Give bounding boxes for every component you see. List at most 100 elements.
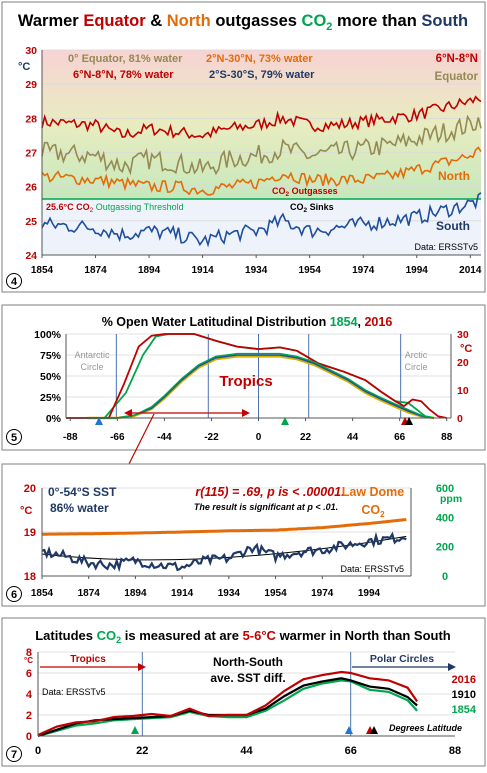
- panel-4-series: [41, 95, 482, 248]
- p7-y-tick-label: 4: [26, 689, 33, 701]
- p4-y-tick-label: 27: [25, 148, 37, 160]
- arctic-circle-label: Circle: [404, 362, 427, 372]
- sst-2016-line: [87, 352, 435, 419]
- panel-4-number: 4: [11, 276, 18, 288]
- p5-x-tick-label: 22: [300, 432, 312, 443]
- panel-5: % Open Water Latitudinal Distribution 18…: [1, 304, 486, 451]
- correlation-stat: r(115) = .69, p is < .00001.: [195, 485, 344, 499]
- panel-6-number: 6: [11, 589, 17, 601]
- end-label-band: 6°N-8°N: [436, 53, 478, 65]
- marker-north-14: [281, 417, 289, 425]
- p7-y-tick-label: 2: [26, 710, 32, 722]
- panel-5-badge: [6, 429, 22, 445]
- panel-7-series: [37, 670, 419, 738]
- tropics-arrow-7: [40, 663, 146, 671]
- marker-66n: [345, 726, 353, 734]
- p4-x-tick-label: 1994: [406, 265, 429, 276]
- sinks-label: CO2 Sinks: [290, 202, 334, 214]
- panel-7-y-unit: °C: [24, 656, 33, 665]
- p6-right-tick-label: 0: [442, 571, 448, 583]
- threshold-label: 25.6°C CO2 Outgassing Threshold: [46, 202, 184, 214]
- p5-right-tick-label: 10: [457, 385, 469, 397]
- p4-y-tick-label: 24: [25, 250, 37, 262]
- panel-6-right-unit: ppm: [440, 493, 462, 505]
- diff-line-2016: [37, 670, 419, 737]
- panel-6-source: Data: ERSSTv5: [340, 564, 404, 574]
- panel-7-title: Latitudes CO2 is measured at are 5-6°C w…: [35, 628, 451, 645]
- p7-x-tick-label: 44: [240, 745, 253, 757]
- p7-x-tick-label: 22: [136, 745, 148, 757]
- p7-y-tick-label: 8: [26, 647, 32, 659]
- panel-6-region-label: 0°-54°S SST: [48, 485, 117, 499]
- panel-4-y-unit: °C: [18, 61, 30, 73]
- p6-left-tick-label: 18: [24, 571, 36, 583]
- p4-x-tick-label: 1874: [84, 265, 107, 276]
- diff-title-1: North-South: [213, 655, 283, 669]
- water-2016-line: [66, 333, 447, 419]
- panel-4-x-tick-labels: 1854 1874 1894 1914 1934 1954 1974 1994 2014: [31, 265, 482, 276]
- marker-south-66: [95, 417, 103, 425]
- panel-7-tick-labels: 0 2 4 6 8 0 22 44 66 88: [26, 647, 461, 757]
- panel-5-tick-labels: 0% 25% 50% 75% 100% 0 10 20 30 -88 -66 -44 -22 0 22 44 6…: [34, 329, 469, 443]
- p6-x-tick-label: 1974: [311, 588, 334, 599]
- panel-5-series: [66, 333, 447, 420]
- tropics-arrow: [124, 409, 250, 417]
- panel-7-tropics-label: Tropics: [70, 654, 106, 665]
- p5-left-tick-label: 25%: [40, 392, 62, 404]
- p4-x-tick-label: 1954: [299, 265, 322, 276]
- end-label-north: North: [438, 169, 470, 183]
- panel-4-title: Warmer Equator & North outgasses CO2 mor…: [18, 12, 468, 33]
- sst-1854-line: [87, 354, 435, 419]
- p5-x-tick-label: 66: [394, 432, 406, 443]
- series-line-south: [41, 192, 482, 248]
- end-label-south: South: [436, 219, 470, 233]
- panel-6-water-label: 86% water: [50, 501, 109, 515]
- panel-5-frame: [1, 304, 486, 451]
- outgassing-zone: [42, 50, 481, 199]
- p5-x-tick-label: 0: [256, 432, 262, 443]
- p6-x-tick-label: 1894: [124, 588, 147, 599]
- p4-x-tick-label: 1914: [191, 265, 214, 276]
- end-label-equator: Equator: [435, 71, 479, 83]
- p6-left-tick-label: 19: [24, 527, 36, 539]
- p5-left-tick-label: 0%: [46, 413, 62, 425]
- legend-1910: 1910: [452, 689, 476, 701]
- p6-x-tick-label: 1934: [218, 588, 241, 599]
- p6-left-tick-label: 20: [24, 483, 36, 495]
- p6-x-tick-label: 1994: [358, 588, 381, 599]
- p6-x-tick-label: 1854: [31, 588, 54, 599]
- law-dome-co2-label: CO2: [361, 503, 385, 519]
- antarctic-label: Antarctic: [74, 350, 110, 360]
- legend-south: 2°S-30°S, 79% water: [209, 69, 315, 81]
- p4-x-tick-label: 1974: [352, 265, 375, 276]
- p7-x-tick-label: 0: [35, 745, 41, 757]
- sink-zone: [42, 199, 481, 255]
- law-dome-label: Law Dome: [342, 485, 405, 499]
- panel-4-badge: [6, 273, 22, 289]
- panel-7-source: Data: ERSSTv5: [42, 687, 106, 697]
- p4-y-tick-label: 25: [25, 216, 37, 228]
- legend-band: 6°N-8°N, 78% water: [73, 69, 174, 81]
- panel-7-frame: [1, 617, 486, 767]
- p4-x-tick-label: 2014: [459, 265, 482, 276]
- series-line-band: [41, 95, 482, 140]
- panel-5-right-unit: °C: [460, 343, 472, 355]
- connector-line: [127, 413, 155, 467]
- sst-0-54s-line: [41, 531, 407, 573]
- p7-y-tick-label: 6: [26, 668, 32, 680]
- marker-arctic-black: [405, 417, 413, 425]
- legend-equator: 0° Equator, 81% water: [68, 53, 183, 65]
- antarctic-circle-label: Circle: [80, 362, 103, 372]
- diff-line-1854: [37, 679, 418, 738]
- p4-y-tick-label: 26: [25, 182, 37, 194]
- p4-x-tick-label: 1894: [138, 265, 161, 276]
- panel-7: Latitudes CO2 is measured at are 5-6°C w…: [1, 617, 486, 767]
- p4-y-tick-label: 28: [25, 113, 37, 125]
- p7-x-tick-label: 88: [449, 745, 461, 757]
- p6-x-tick-label: 1954: [264, 588, 287, 599]
- p4-y-tick-label: 30: [25, 45, 37, 57]
- legend-1854: 1854: [452, 704, 477, 716]
- diff-title-2: ave. SST diff.: [210, 671, 285, 685]
- p5-right-tick-label: 0: [457, 413, 463, 425]
